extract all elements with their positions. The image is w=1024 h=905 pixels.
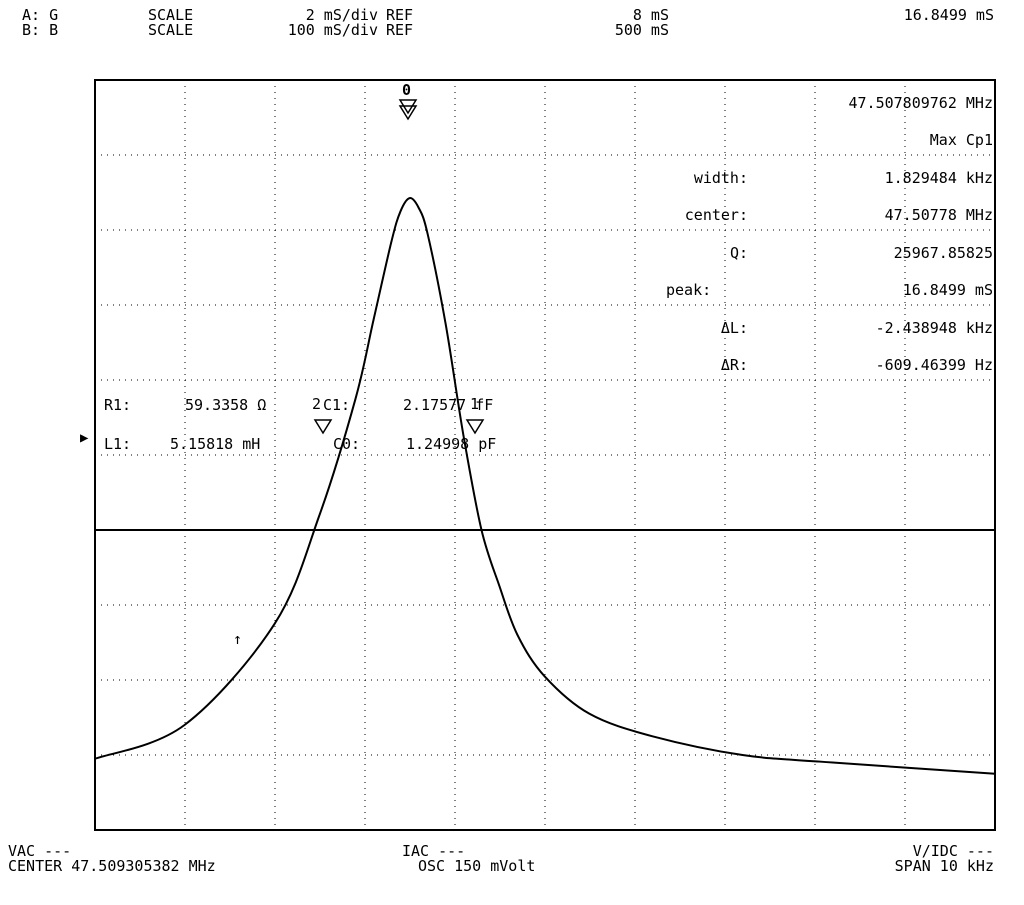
channel-b-scale-label: SCALE bbox=[148, 21, 194, 39]
peak-marker-icon bbox=[398, 105, 418, 121]
delta-l-label: ΔL: bbox=[720, 319, 748, 337]
channel-b-scale-value: 100 mS/div bbox=[287, 21, 378, 39]
graticule bbox=[95, 80, 995, 830]
peak-value: 16.8499 mS bbox=[902, 281, 993, 299]
r1-label: R1: bbox=[104, 396, 132, 414]
channel-a-ref-label: REF bbox=[386, 6, 414, 24]
vidc-status: V/IDC --- bbox=[912, 842, 994, 860]
center-frequency: CENTER 47.509305382 MHz bbox=[8, 857, 216, 875]
l1-value: 5.15818 mH bbox=[170, 435, 261, 453]
channel-a-scale-value: 2 mS/div bbox=[305, 6, 378, 24]
left-halfpower-marker-icon bbox=[313, 419, 333, 435]
c1-label: C1: bbox=[323, 396, 351, 414]
c0-value: 1.24998 pF bbox=[406, 435, 497, 453]
marker-frequency: 47.507809762 MHz bbox=[848, 94, 994, 112]
q-value: 25967.85825 bbox=[893, 244, 993, 262]
admittance-trace bbox=[94, 197, 996, 775]
analysis-mode: Max Cp1 bbox=[929, 131, 993, 149]
peak-marker-label: 0 bbox=[402, 81, 412, 99]
center-value: 47.50778 MHz bbox=[884, 206, 993, 224]
channel-a-label: A: G bbox=[22, 6, 59, 24]
width-label: width: bbox=[693, 169, 748, 187]
oscillator-level: OSC 150 mVolt bbox=[418, 857, 536, 875]
delta-r-value: -609.46399 Hz bbox=[875, 356, 993, 374]
right-halfpower-marker-icon bbox=[465, 419, 485, 435]
channel-b-label: B: B bbox=[22, 21, 59, 39]
peak-label: peak: bbox=[666, 281, 712, 299]
r1-value: 59.3358 Ω bbox=[185, 396, 267, 414]
iac-status: IAC --- bbox=[402, 842, 466, 860]
channel-a-scale-label: SCALE bbox=[148, 6, 194, 24]
plot-frame bbox=[94, 79, 996, 831]
vac-status: VAC --- bbox=[8, 842, 72, 860]
reference-arrow-icon: ▶ bbox=[80, 430, 89, 446]
right-marker-label: 2 bbox=[312, 395, 322, 413]
marker-readout: 16.8499 mS bbox=[903, 6, 994, 24]
marker-triangles bbox=[313, 99, 485, 435]
center-label: center: bbox=[684, 206, 748, 224]
q-label: Q: bbox=[729, 244, 748, 262]
c0-label: C0: bbox=[333, 435, 361, 453]
delta-l-value: -2.438948 kHz bbox=[875, 319, 993, 337]
cursor-arrow-icon: ↑ bbox=[233, 630, 243, 648]
channel-a-ref-value: 8 mS bbox=[632, 6, 669, 24]
channel-b-ref-value: 500 mS bbox=[614, 21, 669, 39]
l1-label: L1: bbox=[104, 435, 132, 453]
delta-r-label: ΔR: bbox=[720, 356, 748, 374]
c1-value: 2.17577 fF bbox=[403, 396, 494, 414]
channel-b-ref-label: REF bbox=[386, 21, 414, 39]
left-marker-label: 1 bbox=[470, 395, 480, 413]
frequency-span: SPAN 10 kHz bbox=[894, 857, 994, 875]
width-value: 1.829484 kHz bbox=[884, 169, 993, 187]
